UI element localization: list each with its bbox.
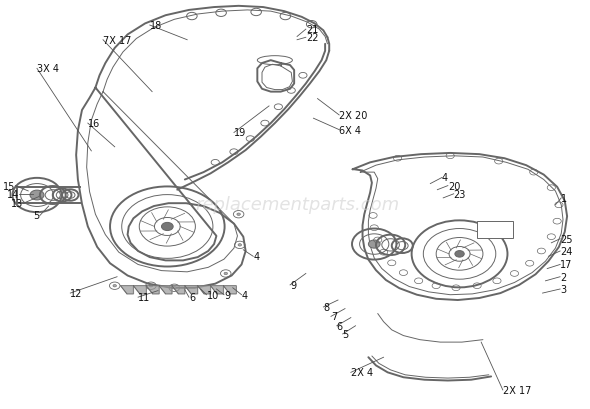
Text: 13: 13: [11, 199, 24, 209]
Polygon shape: [120, 286, 133, 294]
Polygon shape: [172, 286, 185, 294]
Text: 6: 6: [189, 292, 195, 302]
Text: 4: 4: [442, 173, 448, 183]
Text: 7: 7: [331, 312, 337, 321]
Text: 20: 20: [448, 181, 460, 191]
Text: 4: 4: [253, 252, 260, 262]
Text: 2: 2: [560, 272, 566, 282]
Circle shape: [238, 244, 241, 247]
Polygon shape: [133, 286, 146, 294]
Circle shape: [149, 285, 153, 287]
Text: 23: 23: [454, 189, 466, 199]
Text: 1: 1: [561, 193, 568, 203]
Polygon shape: [211, 286, 224, 294]
Text: 4: 4: [241, 290, 248, 300]
Text: 2X 17: 2X 17: [503, 385, 531, 395]
Text: 25: 25: [560, 234, 572, 244]
Text: 11: 11: [138, 292, 150, 302]
Text: 15: 15: [3, 181, 15, 191]
Bar: [477, 222, 513, 239]
Circle shape: [113, 285, 116, 287]
Circle shape: [173, 287, 176, 289]
Text: 18: 18: [150, 21, 162, 31]
Circle shape: [368, 240, 380, 249]
Circle shape: [162, 223, 173, 231]
Polygon shape: [159, 286, 172, 294]
Circle shape: [224, 272, 228, 275]
Text: 2X 4: 2X 4: [351, 367, 373, 378]
Text: 12: 12: [70, 288, 83, 298]
Text: 24: 24: [560, 246, 572, 256]
Polygon shape: [146, 286, 159, 294]
Text: 3: 3: [560, 284, 566, 294]
Text: 19: 19: [234, 128, 246, 138]
Text: 16: 16: [88, 119, 100, 129]
Circle shape: [30, 191, 44, 200]
Text: replacementparts.com: replacementparts.com: [195, 196, 399, 213]
Text: 6X 4: 6X 4: [339, 125, 361, 135]
Text: 9: 9: [290, 280, 296, 290]
Text: 22: 22: [306, 33, 319, 43]
Text: 10: 10: [206, 290, 219, 300]
Circle shape: [455, 251, 464, 258]
Polygon shape: [198, 286, 211, 294]
Polygon shape: [185, 286, 198, 294]
Text: 8: 8: [323, 302, 329, 312]
Polygon shape: [224, 286, 236, 294]
Text: 17: 17: [560, 260, 572, 270]
Text: 14: 14: [7, 189, 19, 199]
Text: 2X 20: 2X 20: [339, 111, 368, 121]
Text: 3X 4: 3X 4: [37, 64, 59, 74]
Text: 7X 17: 7X 17: [103, 36, 132, 46]
Text: 21: 21: [306, 25, 318, 35]
Text: 5: 5: [343, 329, 349, 339]
Text: 5: 5: [34, 211, 40, 221]
Text: 6: 6: [337, 321, 343, 331]
Text: 9: 9: [224, 290, 230, 300]
Circle shape: [237, 213, 240, 216]
